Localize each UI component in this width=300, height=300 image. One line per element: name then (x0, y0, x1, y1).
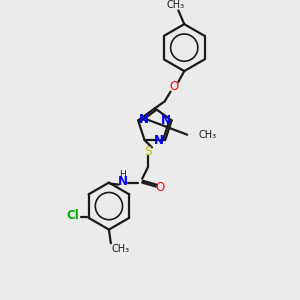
Text: S: S (144, 145, 152, 158)
Text: H: H (119, 170, 126, 179)
Text: O: O (170, 80, 179, 93)
Text: N: N (139, 113, 149, 126)
Text: N: N (154, 134, 164, 147)
Text: Cl: Cl (67, 209, 79, 222)
Text: N: N (161, 114, 171, 127)
Text: O: O (155, 181, 164, 194)
Text: CH₃: CH₃ (112, 244, 130, 254)
Text: CH₃: CH₃ (167, 0, 184, 10)
Text: N: N (118, 175, 128, 188)
Text: CH₃: CH₃ (199, 130, 217, 140)
